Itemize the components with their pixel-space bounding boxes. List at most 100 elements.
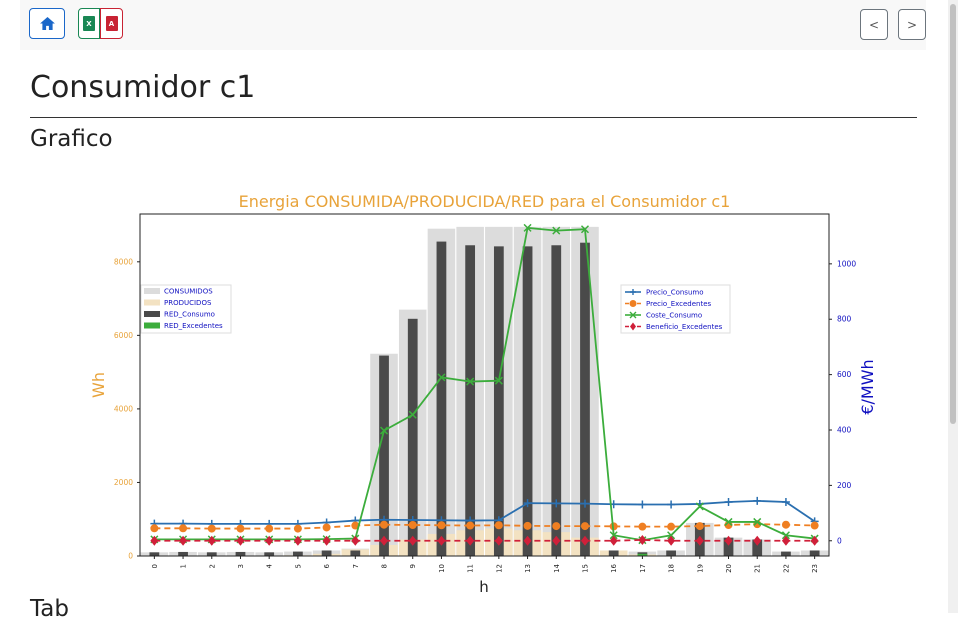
- bar-consumidos-12: [485, 226, 513, 556]
- bar-producidos-16: [599, 550, 628, 556]
- bar-consumidos-15: [571, 226, 599, 556]
- bar-red_consumo-9: [407, 318, 418, 556]
- right-tick-label: 800: [837, 315, 852, 324]
- point-precio_excedentes-10: [437, 521, 446, 530]
- export-excel-button[interactable]: X: [78, 8, 100, 39]
- bar-consumidos-22: [772, 551, 800, 556]
- prev-button[interactable]: <: [860, 9, 888, 40]
- point-precio_consumo-12: [494, 516, 503, 525]
- home-button[interactable]: [29, 8, 65, 39]
- point-precio_consumo-18: [667, 500, 676, 509]
- bar-red_consumo-13: [522, 246, 533, 556]
- bar-producidos-11: [456, 530, 484, 556]
- point-beneficio_excedentes-10: [437, 535, 446, 546]
- point-beneficio_excedentes-5: [293, 535, 302, 546]
- bar-producidos-13: [513, 530, 542, 556]
- point-beneficio_excedentes-9: [408, 535, 417, 546]
- bar-legend-label-consumidos: CONSUMIDOS: [164, 288, 213, 296]
- point-precio_consumo-13: [523, 499, 532, 508]
- export-pdf-button[interactable]: A: [100, 8, 123, 39]
- plot-frame: [139, 213, 830, 557]
- bar-red_consumo-19: [694, 522, 705, 556]
- bar-red_consumo-21: [752, 539, 763, 556]
- bar-legend-box: [140, 284, 232, 334]
- point-coste_consumo-11: [466, 377, 475, 386]
- x-tick-label: 6: [323, 563, 331, 568]
- x-tick-label: 5: [294, 564, 302, 568]
- line-legend-marker: [630, 289, 636, 295]
- point-precio_excedentes-6: [322, 523, 331, 532]
- x-tick-label: 14: [553, 563, 561, 572]
- point-precio_consumo-7: [351, 516, 360, 525]
- bar-consumidos-10: [427, 228, 456, 557]
- x-tick-label: 20: [725, 564, 733, 573]
- point-coste_consumo-15: [580, 225, 590, 234]
- point-coste_consumo-7: [351, 534, 360, 543]
- point-beneficio_excedentes-8: [380, 535, 389, 546]
- x-tick-label: 4: [266, 563, 274, 568]
- bar-consumidos-1: [169, 551, 197, 556]
- x-tick-label: 15: [581, 564, 589, 573]
- next-button[interactable]: >: [898, 9, 926, 40]
- bar-consumidos-11: [456, 226, 484, 556]
- bar-consumidos-8: [370, 353, 398, 556]
- point-coste_consumo-23: [810, 534, 819, 543]
- bar-consumidos-23: [800, 550, 829, 556]
- point-precio_consumo-9: [408, 516, 417, 524]
- right-tick-label: 1000: [837, 259, 856, 268]
- left-tick-label: 6000: [114, 331, 133, 340]
- point-precio_consumo-17: [638, 500, 647, 509]
- bar-red_consumo-8: [379, 355, 389, 556]
- point-precio_excedentes-20: [724, 520, 733, 529]
- point-precio_excedentes-18: [667, 522, 676, 531]
- point-precio_consumo-23: [810, 517, 819, 526]
- bar-consumidos-17: [628, 551, 657, 556]
- line-precio_consumo: [154, 499, 816, 525]
- right-tick-label: 600: [837, 370, 852, 379]
- bar-producidos-9: [398, 539, 427, 556]
- point-precio_excedentes-12: [494, 521, 503, 530]
- bar-legend-label-red_excedentes: RED_Excedentes: [164, 322, 223, 330]
- point-precio_excedentes-15: [580, 522, 589, 531]
- bar-producidos-8: [370, 544, 398, 556]
- point-precio_excedentes-4: [265, 524, 274, 533]
- left-axis-label: Wh: [89, 372, 108, 398]
- x-tick-label: 17: [639, 564, 647, 573]
- point-beneficio_excedentes-16: [609, 535, 618, 546]
- point-beneficio_excedentes-11: [466, 535, 475, 546]
- point-beneficio_excedentes-17: [638, 534, 647, 545]
- line-legend-marker: [629, 300, 637, 307]
- line-precio_excedentes: [154, 523, 815, 530]
- point-coste_consumo-5: [293, 535, 302, 544]
- bar-consumidos-5: [284, 551, 312, 556]
- bar-red_consumo-3: [235, 551, 246, 556]
- line-legend-label-beneficio_excedentes: Beneficio_Excedentes: [646, 323, 723, 331]
- page-title: Consumidor c1: [30, 70, 256, 105]
- right-axis-label: €/MWh: [858, 359, 877, 414]
- bar-red_consumo-4: [264, 552, 275, 556]
- bar-consumidos-2: [197, 552, 226, 556]
- point-coste_consumo-4: [265, 535, 274, 544]
- bar-red_consumo-0: [149, 552, 160, 556]
- right-tick-label: 0: [837, 536, 842, 545]
- bar-consumidos-19: [686, 522, 714, 556]
- bar-red_consumo-10: [436, 241, 447, 557]
- point-coste_consumo-20: [724, 517, 733, 526]
- point-beneficio_excedentes-15: [580, 535, 589, 546]
- point-precio_excedentes-23: [810, 521, 819, 530]
- page-scrollbar[interactable]: [948, 0, 958, 613]
- x-tick-label: 1: [180, 564, 188, 568]
- x-tick-label: 3: [237, 564, 245, 568]
- bar-red_consumo-14: [551, 245, 562, 557]
- bar-consumidos-7: [341, 548, 370, 556]
- bar-producidos-15: [571, 537, 599, 556]
- bar-producidos-10: [427, 533, 456, 556]
- scrollbar-thumb[interactable]: [950, 4, 956, 424]
- house-icon: [39, 17, 55, 30]
- point-precio_consumo-15: [580, 499, 589, 508]
- point-coste_consumo-22: [781, 531, 790, 540]
- point-precio_consumo-1: [179, 519, 188, 528]
- line-legend-label-precio_consumo: Precio_Consumo: [646, 289, 704, 297]
- file-excel-icon: X: [83, 16, 95, 31]
- x-tick-label: 21: [754, 564, 762, 573]
